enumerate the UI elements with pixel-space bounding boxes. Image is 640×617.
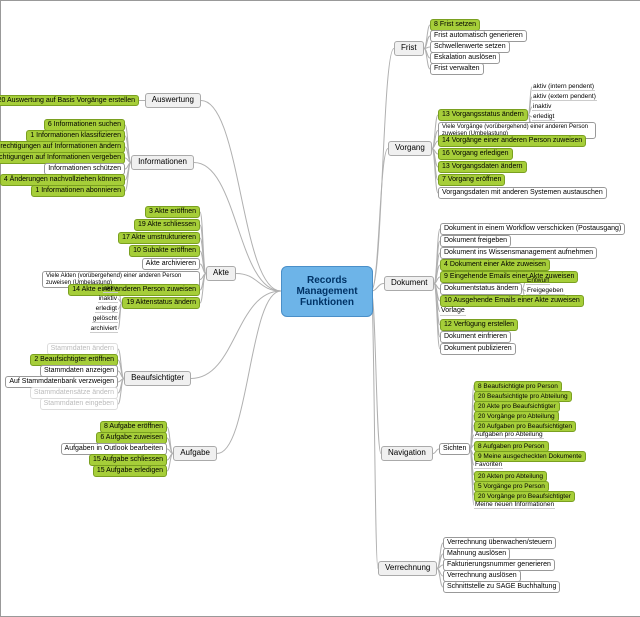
leaf-verrechnung-3: Verrechnung auslösen: [443, 570, 521, 582]
leaf-informationen-5: 4 Änderungen nachvollziehen können: [0, 174, 125, 186]
leaf-akte-4: Akte archivieren: [142, 258, 200, 270]
leaf-akte-1: 19 Akte schliessen: [134, 219, 200, 231]
branch-aufgabe: Aufgabe: [173, 446, 217, 461]
branch-akte: Akte: [206, 266, 236, 281]
leaf-vorgang-0: 13 Vorgangsstatus ändern: [438, 109, 528, 121]
sub-vorgang-0-2: inaktiv: [532, 103, 552, 111]
leaf-verrechnung-1: Mahnung auslösen: [443, 548, 510, 560]
leaf-informationen-0: 6 Informationen suchen: [44, 119, 125, 131]
leaf-verrechnung-2: Fakturierungsnummer generieren: [443, 559, 555, 571]
branch-vorgang: Vorgang: [388, 141, 432, 156]
leaf-verrechnung-4: Schnittstelle zu SAGE Buchhaltung: [443, 581, 560, 593]
leaf-akte-7: 19 Aktenstatus ändern: [122, 297, 200, 309]
sub-akte-7-4: archiviert: [90, 325, 118, 333]
leaf-auswertung-0: 20 Auswertung auf Basis Vorgänge erstell…: [0, 95, 139, 107]
leaf-dokument-5: Dokumentstatus ändern: [440, 283, 522, 295]
sub-dokument-5-1: Freigegeben: [526, 287, 565, 295]
leaf-verrechnung-0: Verrechnung überwachen/steuern: [443, 537, 556, 549]
sub-navigation-0-8: Favoriten: [474, 461, 503, 469]
leaf-beaufsichtigter-3: Auf Stammdatenbank verzweigen: [5, 376, 118, 388]
leaf-dokument-6: 10 Ausgehende Emails einer Akte zuweisen: [440, 295, 584, 307]
leaf-beaufsichtigter-2: Stammdaten anzeigen: [40, 365, 118, 377]
sub-akte-7-1: inaktiv: [98, 295, 118, 303]
branch-dokument: Dokument: [384, 276, 434, 291]
leaf-frist-3: Eskalation auslösen: [430, 52, 500, 64]
branch-auswertung: Auswertung: [145, 93, 201, 108]
sub-akte-7-0: aktiv: [103, 285, 118, 293]
leaf-dokument-7: Vorlage: [440, 307, 466, 316]
leaf-dokument-2: Dokument ins Wissensmanagement aufnehmen: [440, 247, 597, 259]
leaf-beaufsichtigter-5: Stammdaten eingeben: [40, 398, 118, 410]
leaf-frist-4: Frist verwalten: [430, 63, 484, 75]
branch-informationen: Informationen: [131, 155, 194, 170]
leaf-informationen-3: 1 Berechtigungen auf Informationen verge…: [0, 152, 125, 164]
leaf-informationen-2: 11 Berechtigungen auf Informationen ände…: [0, 141, 125, 153]
leaf-aufgabe-4: 15 Aufgabe erledigen: [93, 465, 167, 477]
sub-navigation-0-12: Meine neuen Informationen: [474, 501, 555, 509]
leaf-akte-6: 14 Akte einer anderen Person zuweisen: [68, 284, 200, 296]
leaf-aufgabe-2: Aufgaben in Outlook bearbeiten: [61, 443, 167, 455]
leaf-dokument-0: Dokument in einem Workflow verschicken (…: [440, 223, 625, 235]
leaf-vorgang-3: 16 Vorgang erledigen: [438, 148, 513, 160]
leaf-aufgabe-3: 15 Aufgabe schliessen: [89, 454, 167, 466]
leaf-informationen-6: 1 Informationen abonnieren: [31, 185, 125, 197]
sub-navigation-0-5: Aufgaben pro Abteilung: [474, 431, 544, 439]
leaf-beaufsichtigter-1: 2 Beaufsichtigter eröffnen: [30, 354, 118, 366]
leaf-dokument-8: 12 Verfügung erstellen: [440, 319, 518, 331]
branch-frist: Frist: [394, 41, 424, 56]
sub-dokument-5-0: Entwurf: [526, 277, 550, 285]
leaf-dokument-1: Dokument freigeben: [440, 235, 511, 247]
leaf-beaufsichtigter-4: Stammdatensätze ändern: [30, 387, 118, 399]
sub-vorgang-0-1: aktiv (extern pendent): [532, 93, 597, 101]
leaf-informationen-4: Informationen schützen: [44, 163, 125, 175]
leaf-aufgabe-0: 8 Aufgabe eröffnen: [100, 421, 167, 433]
leaf-akte-0: 3 Akte eröffnen: [145, 206, 200, 218]
sub-vorgang-0-3: erledigt: [532, 113, 555, 121]
leaf-vorgang-4: 13 Vorgangsdaten ändern: [438, 161, 527, 173]
leaf-dokument-4: 9 Eingehende Emails einer Akte zuweisen: [440, 271, 578, 283]
leaf-informationen-1: 1 Informationen klassifizieren: [26, 130, 125, 142]
sub-akte-7-2: erledigt: [95, 305, 118, 313]
leaf-dokument-10: Dokument publizieren: [440, 343, 516, 355]
leaf-dokument-9: Dokument einfrieren: [440, 331, 511, 343]
center-node: RecordsManagementFunktionen: [281, 266, 373, 317]
leaf-dokument-3: 4 Dokument einer Akte zuweisen: [440, 259, 550, 271]
leaf-frist-1: Frist automatisch generieren: [430, 30, 527, 42]
leaf-vorgang-2: 14 Vorgänge einer anderen Person zuweise…: [438, 135, 586, 147]
leaf-akte-2: 17 Akte umstrukturieren: [118, 232, 200, 244]
branch-verrechnung: Verrechnung: [378, 561, 437, 576]
leaf-akte-3: 10 Subakte eröffnen: [129, 245, 200, 257]
leaf-beaufsichtigter-0: Stammdaten ändern: [47, 343, 118, 355]
sub-akte-7-3: gelöscht: [92, 315, 118, 323]
branch-beaufsichtigter: Beaufsichtigter: [124, 371, 191, 386]
leaf-frist-0: 8 Frist setzen: [430, 19, 480, 31]
sub-vorgang-0-0: aktiv (intern pendent): [532, 83, 595, 91]
leaf-aufgabe-1: 6 Aufgabe zuweisen: [96, 432, 167, 444]
leaf-frist-2: Schwellenwerte setzen: [430, 41, 510, 53]
leaf-navigation-0: Sichten: [439, 443, 470, 455]
leaf-vorgang-6: Vorgangsdaten mit anderen Systemen austa…: [438, 187, 607, 199]
branch-navigation: Navigation: [381, 446, 433, 461]
leaf-vorgang-5: 7 Vorgang eröffnen: [438, 174, 505, 186]
